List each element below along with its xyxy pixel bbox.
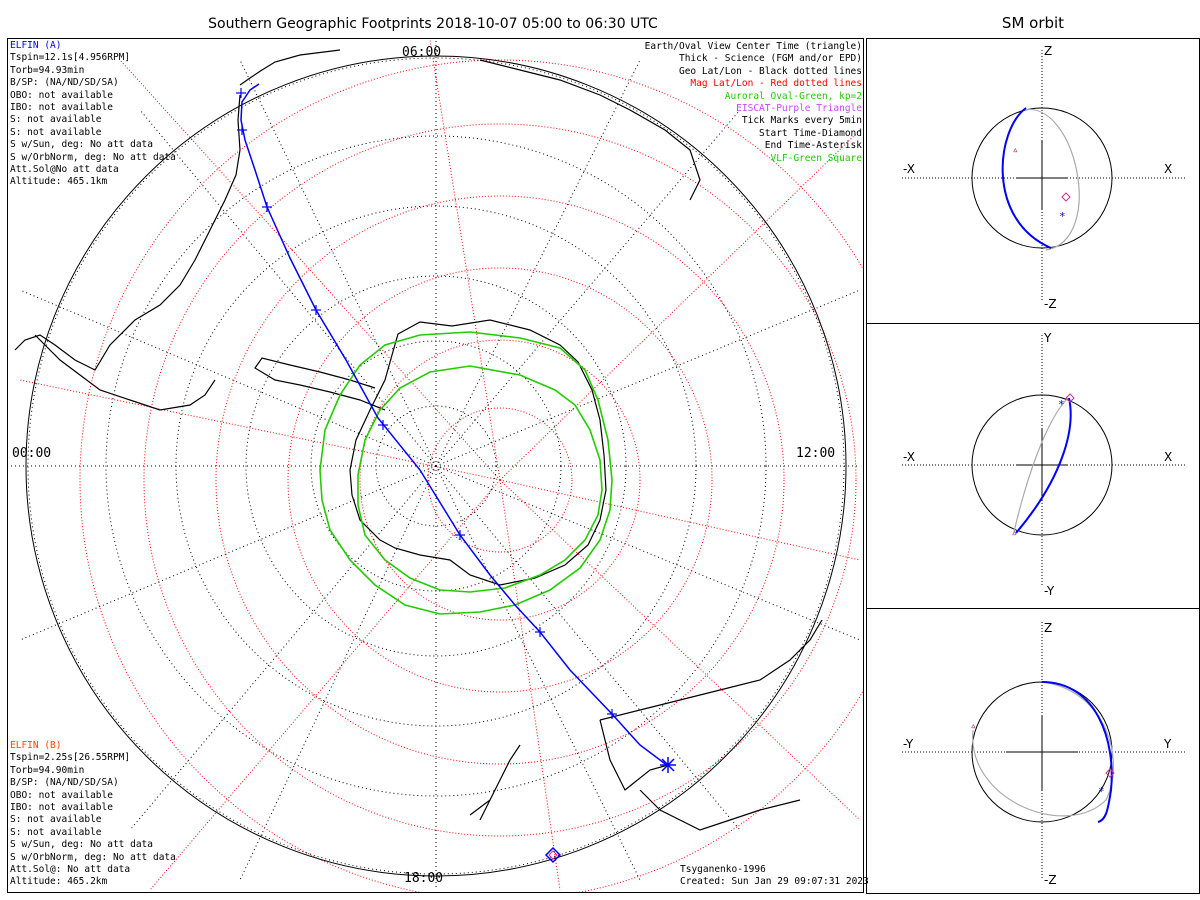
earth-limb	[25, 55, 847, 877]
sm1-bottom-label: -Z	[1044, 297, 1057, 311]
time-label-top: 06:00	[402, 45, 442, 60]
svg-text:*: *	[1058, 398, 1065, 411]
legend-item: Mag Lat/Lon - Red dotted lines	[690, 78, 862, 90]
legend-item: Thick - Science (FGM and/or EPD)	[678, 53, 862, 65]
svg-text:▵: ▵	[1011, 526, 1018, 539]
geo-lat-lon-grid	[10, 40, 861, 890]
time-label-right: 12:00	[796, 446, 836, 461]
elfin-b-line: S w/OrbNorm, deg: No att data	[10, 851, 176, 863]
elfin-a-line: Altitude: 465.1km	[10, 176, 108, 188]
elfin-footprint-track	[240, 83, 669, 767]
elfin-b-line: Torb=94.90min	[10, 764, 85, 776]
end-time-asterisk	[660, 757, 676, 773]
elfin-b-line: S w/Sun, deg: No att data	[10, 839, 153, 851]
elfin-b-line: IBO: not available	[10, 802, 113, 814]
main-title: Southern Geographic Footprints 2018-10-0…	[208, 16, 658, 32]
created-label: Created: Sun Jan 29 09:07:31 2023	[680, 876, 869, 888]
time-label-bottom: 18:00	[404, 871, 444, 886]
sm3-left-label: -Y	[903, 737, 914, 751]
sm3-right-label: Y	[1164, 737, 1172, 751]
coastlines	[14, 49, 823, 831]
legend-item: VLF-Green Square	[770, 152, 862, 164]
mag-lat-lon-grid	[19, 39, 863, 892]
legend-item: Tick Marks every 5min	[741, 115, 862, 127]
sm3-top-label: Z	[1044, 621, 1053, 635]
sm3-bottom-label: -Z	[1044, 873, 1057, 887]
model-label: Tsyganenko-1996	[680, 864, 766, 875]
elfin-a-info: ELFIN (A) Tspin=12.1s[4.956RPM] Torb=94.…	[10, 40, 176, 189]
legend-item: End Time-Asterisk	[764, 140, 862, 152]
legend-item: Auroral Oval-Green, kp=2	[724, 90, 862, 102]
legend-item: Earth/Oval View Center Time (triangle)	[644, 41, 862, 52]
elfin-a-line: S w/Sun, deg: No att data	[10, 139, 153, 151]
sm-plot-yz: * ▵	[902, 622, 1186, 880]
time-label-left: 00:00	[12, 446, 52, 461]
elfin-a-line: Att.Sol@No att data	[10, 164, 119, 176]
elfin-a-line: B/SP: (NA/ND/SD/SA)	[10, 77, 119, 89]
elfin-b-line: Att.Sol@: No att data	[10, 864, 131, 876]
legend-item: Geo Lat/Lon - Black dotted lines	[678, 65, 862, 77]
elfin-b-line: S: not available	[10, 814, 102, 826]
legend-item: EISCAT-Purple Triangle	[736, 103, 862, 115]
sm2-left-label: -X	[903, 450, 915, 464]
elfin-b-line: B/SP: (NA/ND/SD/SA)	[10, 777, 119, 789]
sm1-top-label: Z	[1044, 44, 1053, 58]
sm-plot-xy: * ▵	[902, 335, 1186, 585]
map-footer: Tsyganenko-1996 Created: Sun Jan 29 09:0…	[680, 864, 869, 889]
footprint-map-frame	[7, 38, 864, 893]
elfin-a-line: Torb=94.93min	[10, 64, 85, 76]
sm1-left-label: -X	[903, 162, 915, 176]
elfin-b-info: ELFIN (B) Tspin=2.25s[26.55RPM] Torb=94.…	[10, 740, 176, 889]
svg-text:▵: ▵	[1012, 143, 1019, 156]
elfin-b-line: Altitude: 465.2km	[10, 876, 108, 888]
start-time-diamond	[544, 846, 562, 864]
elfin-a-line: S: not available	[10, 126, 102, 138]
sm-orbit-plots: * ▵ * ▵ * ▵	[902, 50, 1186, 880]
svg-text:▵: ▵	[970, 719, 977, 732]
elfin-a-line: S: not available	[10, 114, 102, 126]
elfin-a-name: ELFIN (A)	[10, 40, 62, 51]
sm-plot-xz: * ▵	[902, 50, 1186, 300]
map-legend: Earth/Oval View Center Time (triangle) T…	[645, 41, 862, 165]
sm-orbit-title: SM orbit	[1001, 14, 1065, 32]
elfin-a-line: S w/OrbNorm, deg: No att data	[10, 151, 176, 163]
sm2-right-label: X	[1164, 450, 1173, 464]
elfin-b-name: ELFIN (B)	[10, 740, 62, 751]
elfin-b-line: S: not available	[10, 826, 102, 838]
svg-text:*: *	[1098, 785, 1105, 798]
elfin-a-line: OBO: not available	[10, 89, 113, 101]
svg-text:*: *	[1059, 210, 1066, 223]
track-tick-marks	[236, 88, 617, 719]
sm1-right-label: X	[1164, 162, 1173, 176]
legend-item: Start Time-Diamond	[759, 127, 862, 139]
elfin-a-line: IBO: not available	[10, 102, 113, 114]
sm2-top-label: Y	[1044, 331, 1052, 345]
elfin-a-line: Tspin=12.1s[4.956RPM]	[10, 52, 131, 64]
sm2-bottom-label: -Y	[1044, 584, 1055, 598]
footprint-map	[10, 39, 863, 892]
auroral-oval	[319, 331, 613, 615]
elfin-b-line: Tspin=2.25s[26.55RPM]	[10, 752, 131, 764]
elfin-b-line: OBO: not available	[10, 789, 113, 801]
